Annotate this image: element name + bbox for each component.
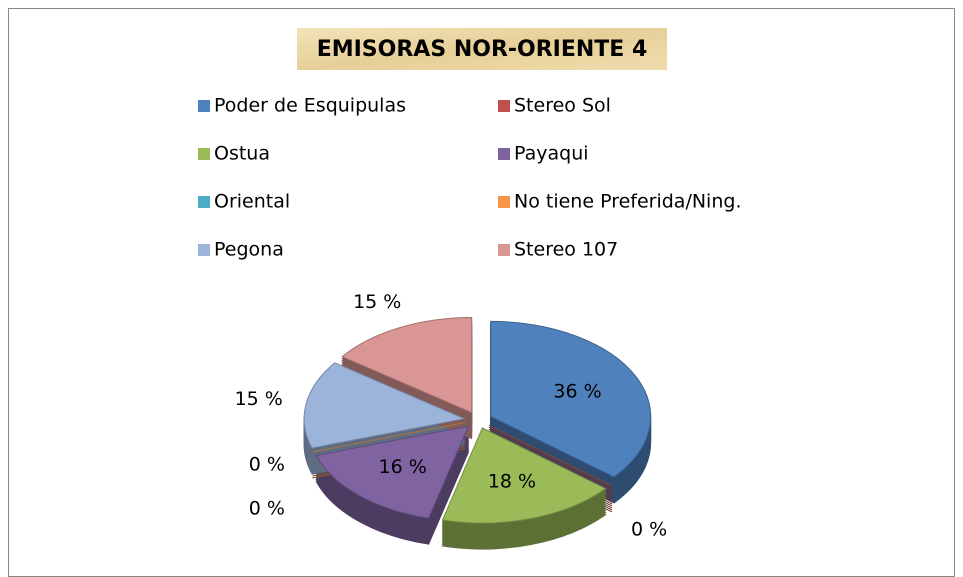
- legend-label: Pegona: [214, 239, 284, 261]
- slice: [341, 317, 473, 414]
- legend-swatch: [198, 148, 210, 160]
- data-label: 18 %: [488, 471, 536, 493]
- data-label: 36 %: [553, 381, 601, 403]
- slice-side: [488, 426, 613, 489]
- legend-swatch: [498, 244, 510, 256]
- legend-label: Ostua: [214, 143, 270, 165]
- legend-label: Oriental: [214, 191, 290, 213]
- data-label: 0 %: [631, 519, 667, 541]
- slice-side: [488, 428, 613, 491]
- slice: [303, 362, 466, 449]
- data-label: 15 %: [353, 291, 401, 313]
- data-label: 0 %: [249, 497, 285, 519]
- slice: [488, 424, 613, 487]
- legend-swatch: [498, 100, 510, 112]
- legend-label: Stereo Sol: [514, 95, 611, 117]
- legend-swatch: [198, 100, 210, 112]
- pie: [303, 317, 652, 550]
- legend-label: Poder de Esquipulas: [214, 95, 406, 117]
- title-box: [297, 28, 667, 70]
- data-label: 16 %: [379, 456, 427, 478]
- data-label: 0 %: [249, 453, 285, 475]
- slice: [315, 425, 470, 519]
- legend-swatch: [498, 148, 510, 160]
- legend-swatch: [198, 196, 210, 208]
- legend-label: Payaqui: [514, 143, 589, 165]
- slice: [490, 320, 652, 478]
- data-label: 15 %: [235, 388, 283, 410]
- legend-swatch: [198, 244, 210, 256]
- legend-swatch: [498, 196, 510, 208]
- slice: [441, 427, 607, 524]
- legend-label: No tiene Preferida/Ning.: [514, 191, 741, 213]
- legend-label: Stereo 107: [514, 239, 618, 261]
- chart-title: EMISORAS NOR-ORIENTE 4: [317, 37, 648, 62]
